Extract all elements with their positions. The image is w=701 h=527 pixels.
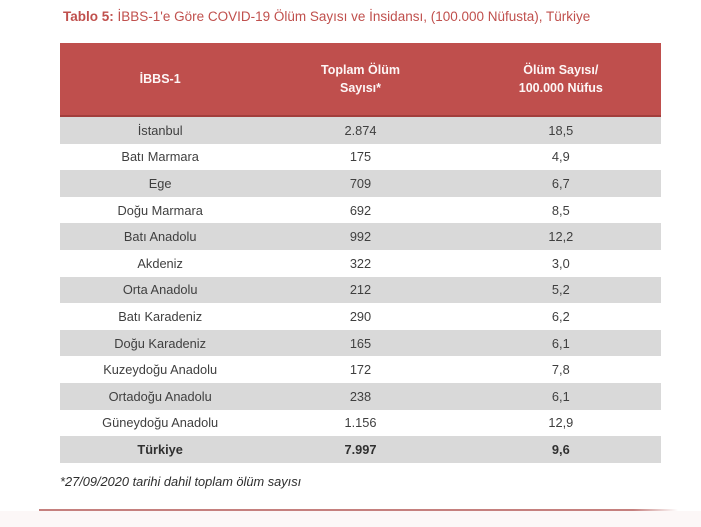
cell-region: Güneydoğu Anadolu bbox=[102, 415, 219, 431]
cell-region: Doğu Marmara bbox=[117, 202, 203, 218]
cell-region: Türkiye bbox=[137, 441, 183, 457]
page-bottom-rule bbox=[39, 509, 678, 511]
table-row: Doğu Karadeniz 165 6,1 bbox=[60, 329, 661, 357]
cell-incidence: 8,5 bbox=[551, 202, 570, 218]
cell-incidence: 6,1 bbox=[551, 388, 570, 404]
cell-total-deaths: 709 bbox=[349, 175, 372, 191]
cell-total-deaths: 238 bbox=[349, 388, 372, 404]
cell-region: Orta Anadolu bbox=[122, 282, 198, 298]
table-title-label: Tablo 5: bbox=[63, 9, 114, 24]
table-row: Batı Karadeniz 290 6,2 bbox=[60, 303, 661, 330]
cell-region: Ortadoğu Anadolu bbox=[108, 388, 212, 404]
table-row: Kuzeydoğu Anadolu 172 7,8 bbox=[60, 356, 661, 383]
cell-region: Kuzeydoğu Anadolu bbox=[103, 362, 218, 378]
table-row: İstanbul 2.874 18,5 bbox=[60, 117, 661, 144]
page-bottom-margin bbox=[0, 511, 701, 527]
cell-incidence: 6,1 bbox=[551, 335, 570, 351]
table-row: Türkiye 7.997 9,6 bbox=[60, 436, 661, 463]
column-header-total-deaths: Toplam Ölüm Sayısı* bbox=[321, 62, 400, 95]
cell-incidence: 3,0 bbox=[551, 255, 570, 271]
cell-incidence: 6,7 bbox=[551, 175, 570, 191]
table-title-text: İBBS-1'e Göre COVID-19 Ölüm Sayısı ve İn… bbox=[113, 9, 591, 24]
cell-total-deaths: 175 bbox=[349, 149, 372, 165]
cell-total-deaths: 212 bbox=[349, 282, 372, 298]
table-header-row: İBBS-1 Toplam Ölüm Sayısı* Ölüm Sayısı/ … bbox=[60, 43, 661, 117]
table-title: Tablo 5: İBBS-1'e Göre COVID-19 Ölüm Say… bbox=[63, 9, 590, 24]
table-row: Ege 709 6,7 bbox=[60, 170, 661, 197]
cell-incidence: 18,5 bbox=[548, 122, 574, 138]
cell-region: Doğu Karadeniz bbox=[114, 335, 207, 351]
cell-incidence: 9,6 bbox=[551, 441, 570, 457]
table-row: Batı Anadolu 992 12,2 bbox=[60, 223, 661, 250]
column-header-incidence: Ölüm Sayısı/ 100.000 Nüfus bbox=[518, 62, 603, 95]
cell-total-deaths: 992 bbox=[349, 229, 372, 245]
cell-incidence: 12,2 bbox=[548, 229, 574, 245]
table-row: Orta Anadolu 212 5,2 bbox=[60, 276, 661, 304]
cell-region: Batı Karadeniz bbox=[118, 308, 203, 324]
cell-incidence: 4,9 bbox=[551, 149, 570, 165]
table-row: Ortadoğu Anadolu 238 6,1 bbox=[60, 382, 661, 410]
cell-region: Batı Anadolu bbox=[123, 229, 197, 245]
footnote: *27/09/2020 tarihi dahil toplam ölüm say… bbox=[60, 474, 302, 489]
table-row: Doğu Marmara 692 8,5 bbox=[60, 196, 661, 224]
cell-total-deaths: 7.997 bbox=[344, 441, 377, 457]
cell-region: Ege bbox=[148, 175, 172, 191]
column-header-region: İBBS-1 bbox=[139, 71, 181, 86]
cell-total-deaths: 165 bbox=[349, 335, 372, 351]
cell-incidence: 7,8 bbox=[551, 362, 570, 378]
cell-incidence: 6,2 bbox=[551, 308, 570, 324]
table-row: Güneydoğu Anadolu 1.156 12,9 bbox=[60, 409, 661, 437]
cell-incidence: 12,9 bbox=[548, 415, 574, 431]
cell-total-deaths: 1.156 bbox=[344, 415, 377, 431]
covid-deaths-table: İBBS-1 Toplam Ölüm Sayısı* Ölüm Sayısı/ … bbox=[60, 43, 661, 463]
table-body: İstanbul 2.874 18,5 Batı Marmara 175 4,9… bbox=[60, 117, 661, 463]
cell-total-deaths: 2.874 bbox=[344, 122, 377, 138]
cell-total-deaths: 692 bbox=[349, 202, 372, 218]
cell-incidence: 5,2 bbox=[551, 282, 570, 298]
table-row: Akdeniz 322 3,0 bbox=[60, 249, 661, 277]
cell-region: İstanbul bbox=[137, 122, 183, 138]
cell-region: Akdeniz bbox=[137, 255, 183, 271]
cell-region: Batı Marmara bbox=[121, 149, 199, 165]
cell-total-deaths: 172 bbox=[349, 362, 372, 378]
cell-total-deaths: 290 bbox=[349, 308, 372, 324]
table-row: Batı Marmara 175 4,9 bbox=[60, 143, 661, 171]
cell-total-deaths: 322 bbox=[349, 255, 372, 271]
